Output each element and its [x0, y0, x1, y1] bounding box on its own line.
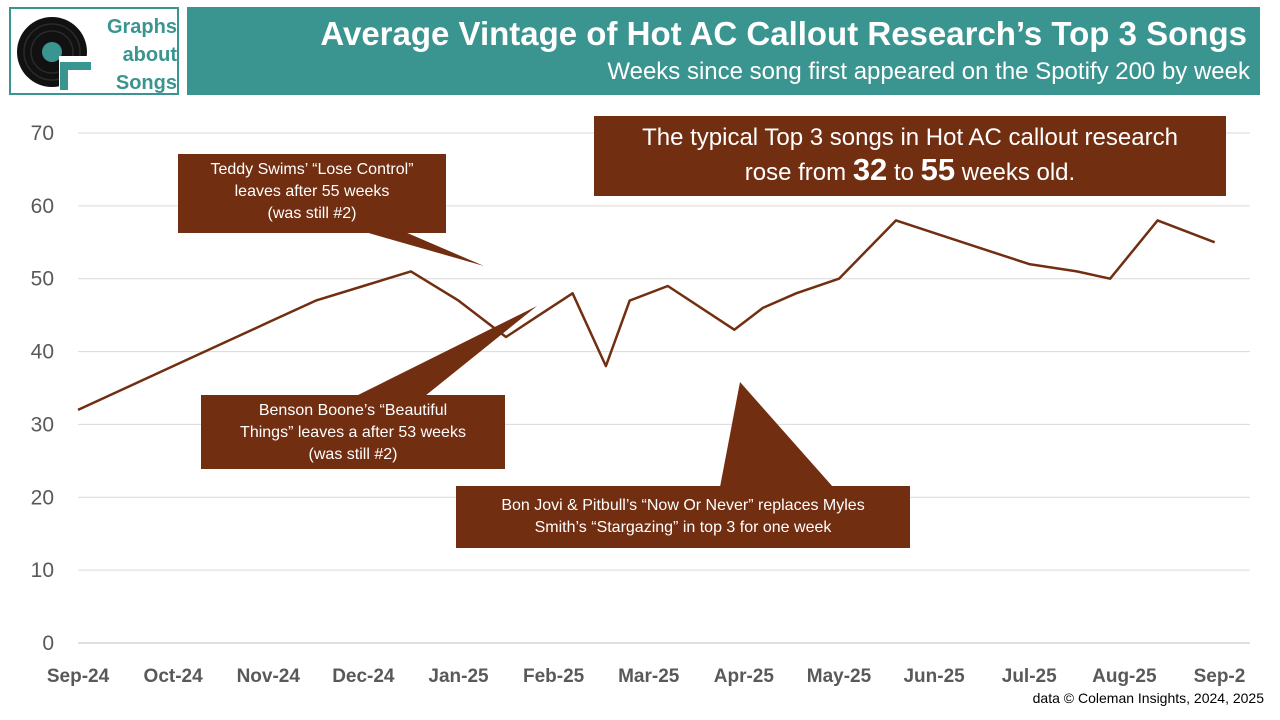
- x-tick-label: Nov-24: [237, 666, 301, 687]
- x-tick-label: Apr-25: [714, 666, 775, 687]
- summary-text: to: [887, 159, 921, 186]
- x-tick-label: Mar-25: [618, 666, 680, 687]
- x-axis-ticks: Sep-24 Oct-24 Nov-24 Dec-24 Jan-25 Feb-25 Mar-…: [47, 666, 1245, 687]
- y-tick-label: 30: [31, 413, 54, 436]
- callout-line: Benson Boone’s “Beautiful: [258, 402, 448, 419]
- callout-line: Things” leaves a after 53 weeks: [240, 424, 466, 441]
- bonjovi-pointer: [720, 382, 833, 487]
- chart-title: Average Vintage of Hot AC Callout Resear…: [320, 15, 1247, 52]
- logo-text: Graphs about Songs: [95, 13, 177, 97]
- x-tick-label: Feb-25: [523, 666, 585, 687]
- series: [77, 219, 1216, 412]
- x-tick-label: Aug-25: [1092, 666, 1157, 687]
- summary-line-2: rose from 32 to 55 weeks old.: [594, 154, 1226, 189]
- logo-line: Songs: [115, 72, 177, 94]
- bon-jovi-callout: Bon Jovi & Pitbull’s “Now Or Never” repl…: [456, 486, 910, 548]
- x-tick-label: Dec-24: [332, 666, 395, 687]
- summary-from-value: 32: [852, 152, 888, 187]
- teddy-pointer: [365, 232, 484, 266]
- chart-subtitle: Weeks since song first appeared on the S…: [607, 58, 1250, 85]
- y-tick-label: 60: [31, 195, 54, 218]
- callout-line: Bon Jovi & Pitbull’s “Now Or Never” repl…: [501, 497, 865, 514]
- summary-text: weeks old.: [955, 159, 1076, 186]
- teddy-swims-callout: Teddy Swims’ “Lose Control” leaves after…: [178, 154, 446, 233]
- y-tick-label: 50: [31, 268, 54, 291]
- summary-text: rose from: [744, 159, 853, 186]
- callout-pointers: [356, 232, 833, 487]
- y-tick-label: 20: [31, 486, 54, 509]
- vinyl-record-icon: [17, 17, 91, 90]
- y-axis-ticks: 0 10 20 30 40 50 60 70: [31, 122, 54, 655]
- header-banner: Average Vintage of Hot AC Callout Resear…: [187, 7, 1260, 95]
- x-tick-label: Oct-24: [144, 666, 204, 687]
- logo-line: Graphs: [106, 16, 177, 38]
- x-tick-label: Jun-25: [903, 666, 965, 687]
- callout-line: Smith’s “Stargazing” in top 3 for one we…: [534, 519, 832, 536]
- logo-line: about: [122, 44, 177, 66]
- x-tick-label: Jan-25: [428, 666, 489, 687]
- source-credit: data © Coleman Insights, 2024, 2025: [1032, 690, 1264, 706]
- x-tick-label: May-25: [807, 666, 872, 687]
- callout-line: leaves after 55 weeks: [234, 183, 390, 200]
- x-tick-label: Jul-25: [1002, 666, 1057, 687]
- summary-callout: The typical Top 3 songs in Hot AC callou…: [594, 116, 1226, 196]
- y-tick-label: 40: [31, 341, 54, 364]
- callout-line: Teddy Swims’ “Lose Control”: [210, 161, 414, 178]
- callout-line: (was still #2): [308, 446, 398, 463]
- benson-boone-callout: Benson Boone’s “Beautiful Things” leaves…: [201, 395, 505, 469]
- summary-line-1: The typical Top 3 songs in Hot AC callou…: [642, 124, 1178, 151]
- logo: Graphs about Songs: [9, 7, 179, 95]
- summary-to-value: 55: [920, 152, 956, 187]
- callout-line: (was still #2): [267, 205, 357, 222]
- y-tick-label: 0: [42, 632, 54, 655]
- series-line: [77, 219, 1216, 412]
- y-tick-label: 70: [31, 122, 54, 145]
- x-tick-label: Sep-2: [1194, 666, 1246, 687]
- x-tick-label: Sep-24: [47, 666, 110, 687]
- benson-pointer: [356, 306, 537, 396]
- y-tick-label: 10: [31, 559, 54, 582]
